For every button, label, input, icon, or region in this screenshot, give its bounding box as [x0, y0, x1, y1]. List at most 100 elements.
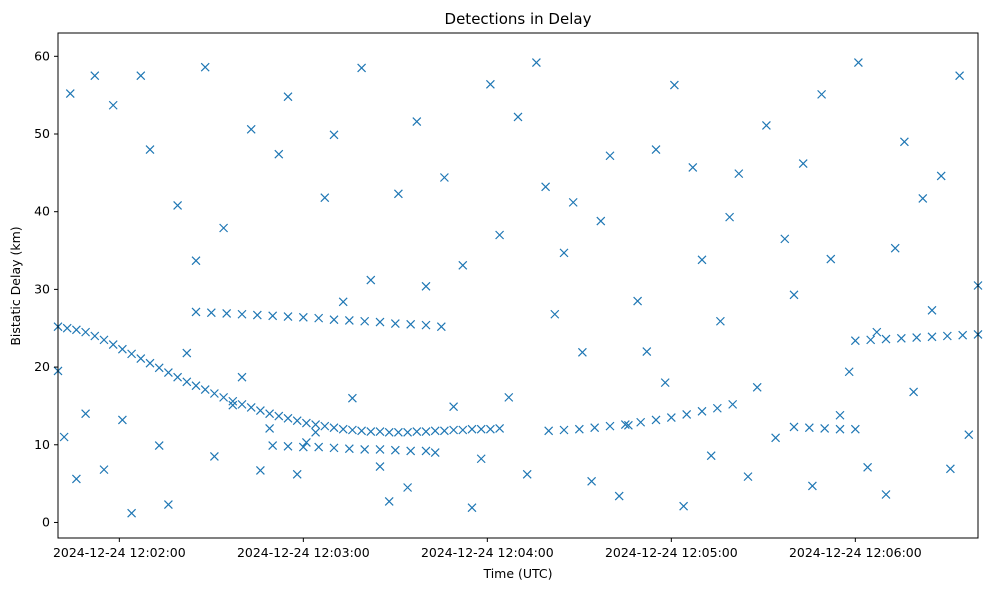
- data-point: [850, 336, 860, 346]
- data-point: [219, 223, 229, 233]
- data-point: [314, 313, 324, 323]
- data-point: [320, 193, 330, 203]
- data-point: [182, 348, 192, 358]
- data-point: [476, 454, 486, 464]
- data-point: [314, 442, 324, 452]
- data-point: [955, 71, 965, 81]
- data-point: [338, 424, 348, 434]
- data-point: [154, 441, 164, 450]
- data-point: [329, 315, 339, 325]
- data-point: [485, 79, 495, 89]
- data-point: [587, 476, 597, 486]
- data-point: [669, 80, 679, 90]
- data-point: [320, 421, 330, 431]
- data-point: [71, 474, 81, 484]
- data-point: [850, 424, 860, 434]
- data-point: [682, 410, 692, 419]
- data-point: [237, 309, 247, 319]
- data-point: [804, 423, 814, 433]
- data-point: [283, 441, 293, 451]
- data-point: [344, 316, 354, 325]
- data-point: [298, 442, 308, 452]
- data-point: [513, 112, 523, 122]
- data-point: [439, 426, 449, 436]
- data-point: [642, 347, 652, 356]
- data-point: [467, 503, 477, 513]
- data-point: [237, 372, 247, 382]
- data-point: [375, 427, 385, 436]
- data-point: [958, 330, 968, 340]
- data-point: [246, 403, 256, 412]
- data-point: [476, 424, 486, 434]
- series-1: [544, 399, 738, 436]
- data-point: [117, 344, 127, 354]
- data-point: [209, 389, 219, 398]
- data-point: [301, 418, 311, 428]
- data-point: [265, 409, 275, 419]
- data-point: [375, 462, 385, 471]
- data-point: [872, 327, 882, 337]
- data-point: [559, 425, 569, 435]
- data-point: [568, 197, 578, 207]
- data-point: [679, 501, 689, 511]
- data-point: [853, 58, 863, 67]
- data-point: [559, 248, 569, 258]
- plot-frame: [57, 32, 979, 539]
- data-point: [206, 308, 216, 318]
- data-point: [666, 413, 676, 423]
- data-point: [651, 145, 661, 154]
- data-point: [228, 400, 238, 410]
- data-point: [71, 325, 81, 335]
- data-point: [393, 427, 403, 437]
- chart-title: Detections in Delay: [445, 10, 592, 28]
- data-point: [357, 63, 367, 73]
- x-tick-label: 2024-12-24 12:02:00: [53, 545, 186, 560]
- data-point: [712, 403, 722, 413]
- data-point: [329, 130, 339, 140]
- data-point: [761, 121, 771, 130]
- data-point: [136, 71, 146, 81]
- data-point: [835, 410, 845, 420]
- data-point: [200, 62, 210, 72]
- series-6: [53, 58, 983, 518]
- data-point: [467, 424, 477, 434]
- data-point: [90, 71, 100, 81]
- data-point: [311, 427, 321, 437]
- data-point: [406, 319, 416, 329]
- data-point: [780, 234, 790, 244]
- x-tick-label: 2024-12-24 12:06:00: [789, 545, 922, 560]
- data-point: [458, 425, 468, 435]
- data-point: [541, 182, 551, 192]
- data-point: [292, 469, 302, 479]
- data-point: [360, 445, 370, 454]
- data-point: [136, 354, 146, 363]
- data-point: [927, 332, 937, 342]
- data-point: [449, 425, 459, 435]
- x-tick-label: 2024-12-24 12:05:00: [605, 545, 738, 560]
- data-point: [522, 469, 532, 479]
- data-point: [651, 415, 661, 425]
- data-point: [449, 402, 459, 412]
- data-point: [375, 317, 385, 327]
- data-point: [228, 396, 238, 406]
- data-point: [329, 423, 339, 433]
- data-point: [728, 399, 738, 409]
- data-point: [145, 358, 155, 368]
- x-axis-label: Time (UTC): [482, 566, 552, 581]
- data-point: [390, 445, 400, 455]
- series-2: [191, 307, 446, 332]
- data-point: [789, 422, 799, 432]
- data-point: [191, 307, 201, 317]
- data-point: [274, 149, 284, 159]
- data-point: [725, 212, 735, 222]
- data-point: [807, 481, 817, 491]
- data-point: [117, 415, 127, 425]
- data-point: [605, 151, 615, 161]
- data-point: [430, 426, 440, 436]
- data-point: [246, 124, 256, 134]
- data-point: [252, 310, 262, 320]
- data-point: [614, 491, 624, 501]
- data-point: [268, 311, 278, 321]
